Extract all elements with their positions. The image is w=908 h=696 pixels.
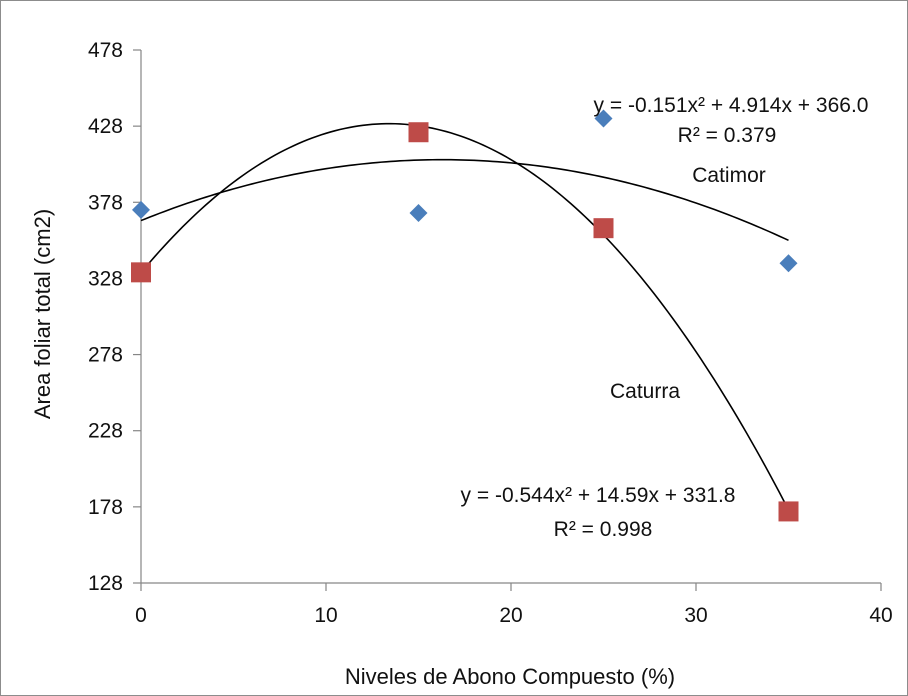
axes: 128 178 228 278 328 378 428 478 0 10 20 30 40	[88, 39, 893, 627]
y-tick-label: 228	[88, 420, 123, 443]
y-tick-label: 378	[88, 191, 123, 214]
y-tick-label: 478	[88, 39, 123, 62]
catimor-point	[594, 109, 613, 128]
caturra-point	[131, 262, 151, 283]
caturra-point	[778, 501, 799, 522]
catimor-trendline	[140, 158, 789, 242]
markers	[131, 109, 799, 522]
trendlines	[140, 122, 790, 511]
caturra-point	[593, 218, 614, 239]
caturra-point	[408, 122, 429, 143]
labels: Niveles de Abono Compuesto (%) Area foli…	[30, 94, 868, 689]
caturra-series-label: Caturra	[610, 380, 680, 403]
caturra-equation: y = -0.544x² + 14.59x + 331.8	[461, 484, 736, 507]
x-axis-title: Niveles de Abono Compuesto (%)	[345, 664, 675, 689]
y-axis-title: Area foliar total (cm2)	[30, 209, 55, 419]
catimor-point	[132, 200, 150, 219]
y-tick-label: 278	[88, 344, 123, 367]
catimor-series-label: Catimor	[692, 164, 766, 187]
catimor-point	[779, 254, 798, 273]
y-tick-label: 428	[88, 115, 123, 138]
caturra-trendline	[140, 122, 790, 511]
x-tick-label: 20	[499, 604, 522, 627]
x-tick-label: 0	[135, 604, 147, 627]
y-tick-label: 178	[88, 496, 123, 519]
y-tick-label: 328	[88, 267, 123, 290]
x-tick-label: 30	[684, 604, 707, 627]
x-tick-label: 40	[869, 604, 892, 627]
x-tick-label: 10	[314, 604, 337, 627]
y-tick-label: 128	[88, 572, 123, 595]
catimor-r2: R² = 0.379	[678, 124, 777, 147]
catimor-point	[409, 203, 428, 222]
catimor-equation: y = -0.151x² + 4.914x + 366.0	[594, 94, 869, 117]
caturra-r2: R² = 0.998	[554, 518, 653, 541]
